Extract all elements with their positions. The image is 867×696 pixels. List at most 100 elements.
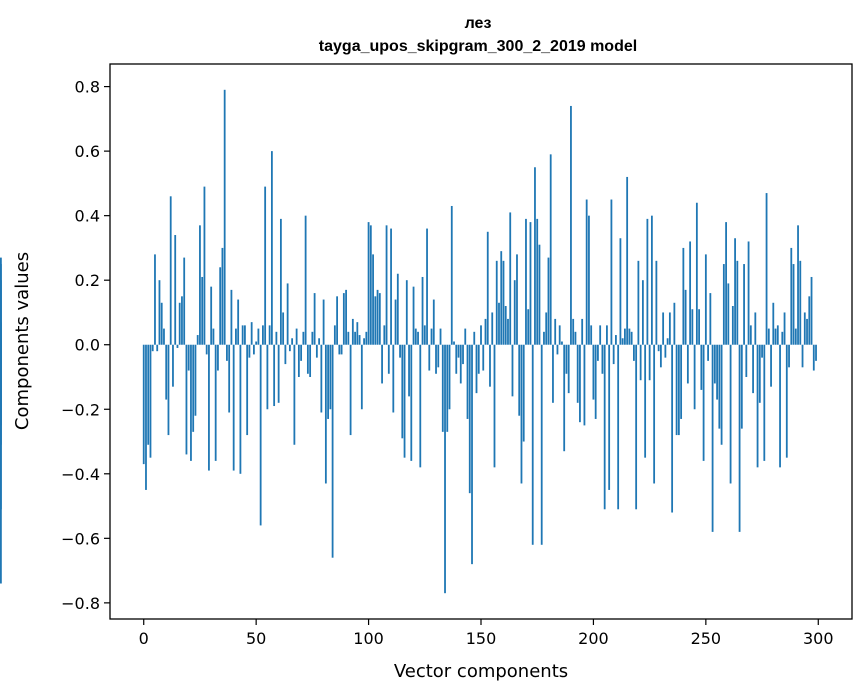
- bar: [779, 344, 781, 468]
- bar: [585, 199, 588, 345]
- bar: [333, 325, 336, 345]
- bar: [563, 344, 566, 452]
- bar: [558, 325, 561, 345]
- bar: [713, 344, 716, 384]
- bar: [304, 215, 307, 345]
- bar: [711, 344, 714, 532]
- bar: [531, 344, 534, 545]
- bar: [270, 151, 273, 345]
- bar: [365, 331, 368, 345]
- bar: [459, 344, 462, 384]
- bar: [615, 335, 617, 345]
- bar: [149, 344, 152, 458]
- x-axis-ticks: 0 50 100 150 200 250 300: [139, 619, 834, 648]
- bar: [212, 328, 215, 345]
- bar: [653, 344, 656, 484]
- bar: [336, 296, 338, 345]
- bar: [673, 302, 676, 345]
- bar: [691, 309, 694, 345]
- bar: [203, 186, 206, 345]
- bar: [648, 344, 651, 381]
- bar: [376, 289, 379, 345]
- x-tick-label: 250: [691, 629, 722, 648]
- bar: [259, 344, 262, 526]
- bar: [205, 344, 208, 355]
- bar: [581, 318, 584, 345]
- bar: [315, 344, 318, 358]
- bar: [754, 312, 757, 345]
- bar: [774, 328, 777, 345]
- bar: [565, 344, 568, 374]
- bar: [178, 302, 181, 345]
- bar: [228, 344, 231, 413]
- bar: [477, 344, 480, 374]
- bar: [543, 331, 545, 345]
- y-tick-label: −0.6: [61, 529, 100, 548]
- bar: [428, 344, 431, 371]
- bar: [626, 176, 629, 345]
- bar: [471, 344, 473, 565]
- x-axis-label: Vector components: [394, 661, 568, 682]
- bar: [387, 344, 390, 374]
- bar: [354, 331, 356, 345]
- bar: [509, 212, 512, 345]
- bar: [288, 344, 291, 352]
- bar: [257, 328, 260, 345]
- bar: [322, 299, 325, 345]
- bar: [356, 322, 359, 345]
- bar: [145, 344, 147, 490]
- bar: [181, 296, 183, 345]
- bar: [169, 196, 172, 345]
- bar: [480, 325, 482, 345]
- bar: [408, 344, 410, 397]
- bar: [608, 344, 611, 490]
- bar: [255, 341, 258, 345]
- bar: [455, 344, 458, 374]
- bar: [588, 215, 590, 345]
- bar: [275, 331, 278, 345]
- bar: [237, 299, 240, 345]
- bar: [554, 318, 557, 345]
- bar: [183, 257, 186, 345]
- bar: [549, 154, 552, 345]
- bar: [675, 344, 678, 436]
- bar: [241, 325, 244, 345]
- bar: [808, 296, 811, 345]
- bar: [522, 344, 525, 442]
- bar: [360, 344, 363, 410]
- bar: [662, 312, 665, 345]
- bar: [466, 344, 469, 419]
- bar: [590, 325, 593, 345]
- bar: [392, 344, 395, 413]
- bar: [561, 341, 563, 345]
- bar: [520, 344, 523, 484]
- bar: [340, 344, 343, 355]
- bar: [603, 344, 606, 510]
- bar: [235, 328, 237, 345]
- bar: [385, 225, 388, 345]
- bar: [219, 267, 222, 345]
- x-tick-label: 50: [246, 629, 266, 648]
- bar: [572, 318, 575, 345]
- bar: [172, 344, 174, 387]
- bar: [500, 251, 503, 345]
- bar: [286, 283, 289, 345]
- bar: [552, 344, 554, 403]
- bar: [381, 344, 383, 384]
- bar: [464, 328, 467, 345]
- bar: [729, 344, 732, 484]
- bar: [731, 306, 734, 345]
- bar: [338, 344, 341, 355]
- bar: [163, 328, 165, 345]
- bar: [740, 344, 743, 429]
- bar: [378, 293, 381, 345]
- bar: [268, 325, 271, 345]
- bar: [776, 325, 779, 345]
- bar: [369, 225, 372, 345]
- bar: [284, 344, 287, 365]
- bar: [720, 344, 723, 445]
- bar: [801, 344, 804, 368]
- y-tick-label: 0.8: [75, 78, 100, 97]
- bar: [722, 264, 725, 345]
- bar: [770, 344, 772, 387]
